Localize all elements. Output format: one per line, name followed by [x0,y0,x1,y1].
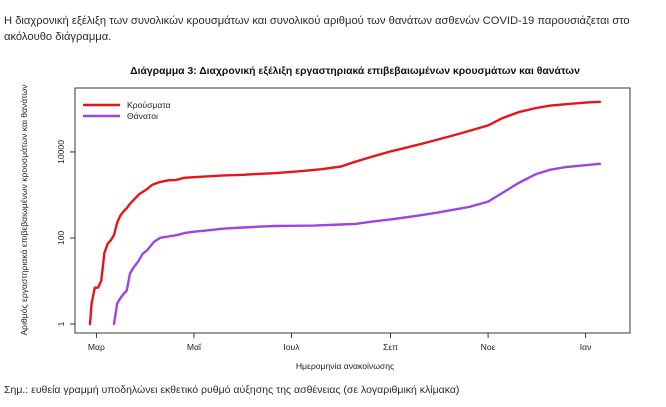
x-tick-label: Μαΐ [187,342,202,352]
series-line-deaths [112,162,602,326]
x-tick-label: Ιουλ [283,342,300,352]
chart-title: Διάγραμμα 3: Διαχρονική εξέλιξη εργαστηρ… [130,66,580,77]
x-tick-label: Σεπ [383,342,398,352]
chart-axes: Μαρ Μαΐ Ιουλ Σεπ Νοε Ιαν 1 100 10000 [56,87,631,352]
x-tick-label: Μαρ [88,342,105,352]
y-tick-label: 100 [56,231,66,246]
legend-label-cases: Κρούσματα [127,100,171,110]
plot-frame [74,87,631,334]
x-tick-label: Νοε [481,342,496,352]
intro-paragraph: Η διαχρονική εξέλιξη των συνολικών κρουσ… [4,15,630,43]
y-tick-label: 10000 [56,140,66,164]
series-line-cases [88,100,602,326]
x-tick-label: Ιαν [580,342,592,352]
footnote: Σημ.: ευθεία γραμμή υποδηλώνει εκθετικό … [4,384,460,396]
x-axis-label: Ημερομηνία ανακοίνωσης [296,361,394,371]
legend-label-deaths: Θάνατοι [127,111,158,121]
y-tick-label: 1 [56,321,66,326]
y-axis-label: Αριθμός εργαστηριακά επιβεβαιωμένων κρου… [19,84,29,335]
chart-series [88,100,602,326]
